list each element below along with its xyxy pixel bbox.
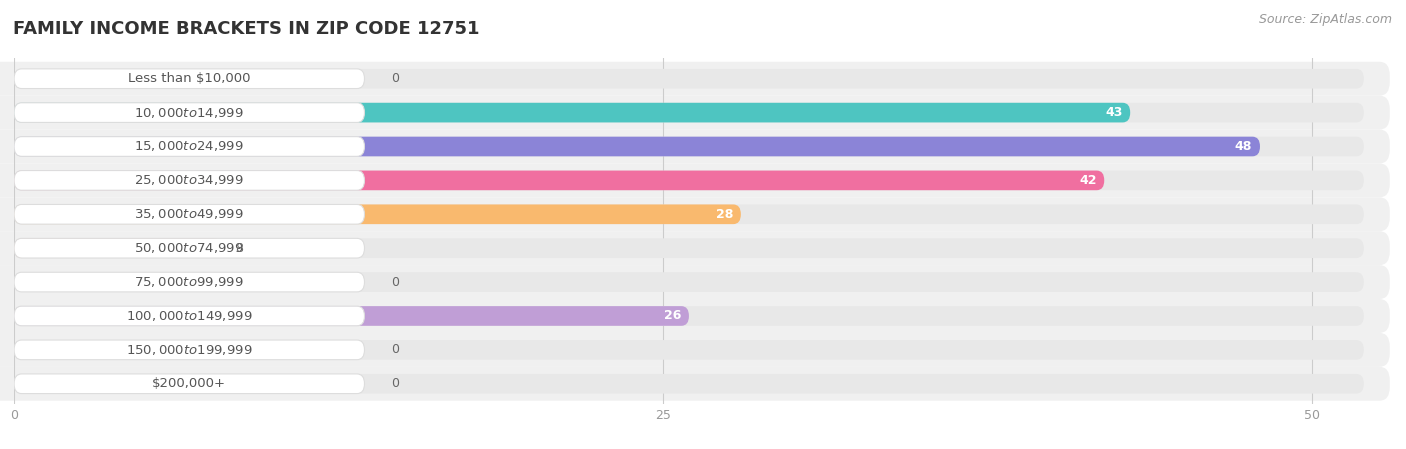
FancyBboxPatch shape bbox=[14, 306, 364, 326]
FancyBboxPatch shape bbox=[14, 136, 364, 156]
FancyBboxPatch shape bbox=[14, 306, 689, 326]
FancyBboxPatch shape bbox=[0, 130, 1389, 163]
FancyBboxPatch shape bbox=[14, 238, 364, 258]
FancyBboxPatch shape bbox=[14, 103, 1130, 123]
Text: 0: 0 bbox=[391, 72, 399, 85]
Text: 0: 0 bbox=[391, 377, 399, 390]
FancyBboxPatch shape bbox=[0, 265, 1389, 299]
FancyBboxPatch shape bbox=[14, 69, 1364, 88]
Text: $200,000+: $200,000+ bbox=[152, 377, 226, 390]
FancyBboxPatch shape bbox=[14, 306, 1364, 326]
FancyBboxPatch shape bbox=[14, 103, 1364, 123]
FancyBboxPatch shape bbox=[14, 374, 1364, 394]
Text: $75,000 to $99,999: $75,000 to $99,999 bbox=[135, 275, 245, 289]
FancyBboxPatch shape bbox=[14, 171, 364, 190]
FancyBboxPatch shape bbox=[14, 136, 1364, 156]
FancyBboxPatch shape bbox=[0, 231, 1389, 265]
FancyBboxPatch shape bbox=[14, 204, 364, 224]
FancyBboxPatch shape bbox=[14, 374, 364, 394]
FancyBboxPatch shape bbox=[0, 367, 1389, 401]
Text: 48: 48 bbox=[1234, 140, 1253, 153]
Text: 8: 8 bbox=[235, 242, 243, 255]
FancyBboxPatch shape bbox=[14, 238, 222, 258]
FancyBboxPatch shape bbox=[0, 163, 1389, 198]
FancyBboxPatch shape bbox=[14, 272, 1364, 292]
FancyBboxPatch shape bbox=[14, 340, 364, 360]
Text: FAMILY INCOME BRACKETS IN ZIP CODE 12751: FAMILY INCOME BRACKETS IN ZIP CODE 12751 bbox=[13, 20, 479, 38]
Text: $50,000 to $74,999: $50,000 to $74,999 bbox=[135, 241, 245, 255]
Text: $35,000 to $49,999: $35,000 to $49,999 bbox=[135, 207, 245, 221]
FancyBboxPatch shape bbox=[14, 69, 364, 88]
FancyBboxPatch shape bbox=[0, 198, 1389, 231]
FancyBboxPatch shape bbox=[0, 299, 1389, 333]
Text: 42: 42 bbox=[1078, 174, 1097, 187]
FancyBboxPatch shape bbox=[0, 96, 1389, 130]
FancyBboxPatch shape bbox=[14, 340, 1364, 360]
Text: 0: 0 bbox=[391, 276, 399, 289]
Text: $100,000 to $149,999: $100,000 to $149,999 bbox=[127, 309, 253, 323]
Text: $15,000 to $24,999: $15,000 to $24,999 bbox=[135, 140, 245, 154]
Text: Source: ZipAtlas.com: Source: ZipAtlas.com bbox=[1258, 13, 1392, 26]
Text: $10,000 to $14,999: $10,000 to $14,999 bbox=[135, 106, 245, 119]
FancyBboxPatch shape bbox=[14, 204, 741, 224]
FancyBboxPatch shape bbox=[14, 171, 1364, 190]
Text: $150,000 to $199,999: $150,000 to $199,999 bbox=[127, 343, 253, 357]
FancyBboxPatch shape bbox=[14, 204, 1364, 224]
Text: 0: 0 bbox=[391, 343, 399, 357]
FancyBboxPatch shape bbox=[14, 171, 1104, 190]
FancyBboxPatch shape bbox=[0, 62, 1389, 96]
FancyBboxPatch shape bbox=[0, 333, 1389, 367]
Text: 43: 43 bbox=[1105, 106, 1122, 119]
Text: $25,000 to $34,999: $25,000 to $34,999 bbox=[135, 173, 245, 187]
FancyBboxPatch shape bbox=[14, 238, 1364, 258]
FancyBboxPatch shape bbox=[14, 136, 1260, 156]
FancyBboxPatch shape bbox=[14, 272, 364, 292]
Text: 26: 26 bbox=[664, 309, 681, 322]
Text: Less than $10,000: Less than $10,000 bbox=[128, 72, 250, 85]
Text: 28: 28 bbox=[716, 208, 733, 221]
FancyBboxPatch shape bbox=[14, 103, 364, 123]
